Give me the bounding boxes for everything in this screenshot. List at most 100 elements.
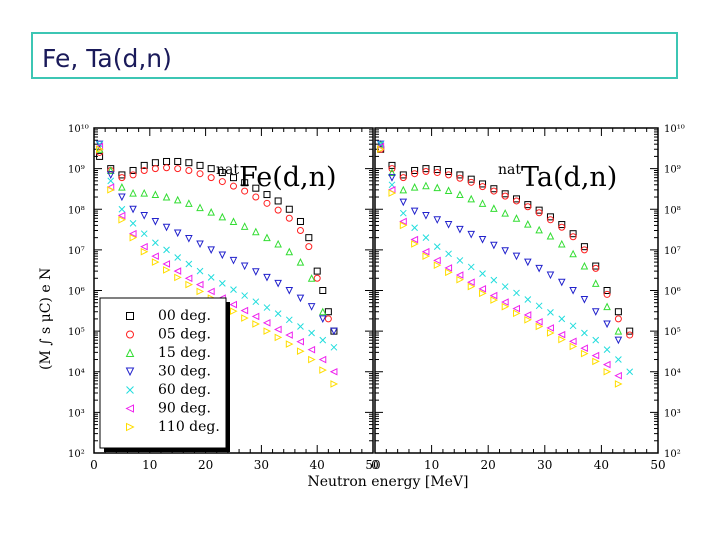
data-point <box>501 190 509 198</box>
data-point <box>241 179 249 187</box>
data-point <box>118 171 126 179</box>
data-point <box>218 279 226 287</box>
data-point <box>195 280 204 289</box>
data-point <box>140 161 148 169</box>
legend-marker <box>125 404 134 413</box>
panel-title: natTa(d,n) <box>498 162 617 193</box>
data-point <box>240 306 249 315</box>
x-tick-label: 20 <box>198 458 213 472</box>
data-point <box>456 257 464 264</box>
data-point <box>263 191 271 199</box>
data-point <box>433 183 442 192</box>
data-point <box>603 346 611 354</box>
data-point <box>174 254 182 261</box>
data-point <box>467 278 475 287</box>
data-point <box>524 315 532 324</box>
data-point <box>614 308 622 316</box>
data-point <box>118 215 127 224</box>
data-point <box>106 171 115 180</box>
data-point <box>411 170 419 178</box>
y-tick-label: 10⁷ <box>68 246 85 257</box>
y-tick-label: 10⁴ <box>664 368 681 379</box>
data-point <box>433 169 441 177</box>
data-point <box>308 329 315 337</box>
data-point <box>118 193 126 202</box>
legend-label: 110 deg. <box>158 419 220 435</box>
x-tick-label: 40 <box>594 458 609 472</box>
panel-title-superscript: nat <box>498 162 521 178</box>
data-point <box>546 213 554 221</box>
legend-marker <box>125 348 135 357</box>
data-point <box>285 205 293 213</box>
data-point <box>456 275 465 284</box>
data-point <box>467 175 475 183</box>
data-point <box>399 171 407 179</box>
data-point <box>410 183 419 191</box>
data-point <box>388 165 396 173</box>
data-point <box>535 302 543 310</box>
data-point <box>626 368 634 376</box>
data-point <box>603 290 611 298</box>
data-point <box>196 267 204 275</box>
data-point <box>591 279 600 287</box>
data-point <box>467 282 476 291</box>
data-point <box>535 225 543 234</box>
data-point <box>297 323 304 330</box>
data-point <box>591 351 600 360</box>
data-point <box>422 252 431 260</box>
data-point <box>263 327 272 335</box>
data-point <box>196 240 204 249</box>
data-point <box>274 310 282 317</box>
data-point <box>185 166 193 174</box>
data-point <box>456 190 464 199</box>
data-point <box>377 145 385 154</box>
data-point <box>411 240 419 248</box>
data-point <box>313 274 321 282</box>
legend-label: 30 deg. <box>158 364 211 380</box>
data-point <box>252 227 260 236</box>
y-tick-label: 10⁴ <box>68 368 85 379</box>
axis-ticks <box>93 128 659 454</box>
data-point <box>614 371 622 380</box>
data-point <box>296 347 305 356</box>
slide-title-box: Fe, Ta(d,n) <box>31 32 678 79</box>
data-point <box>501 209 509 217</box>
data-point <box>230 307 238 315</box>
data-point <box>240 222 249 230</box>
data-point <box>479 289 487 298</box>
data-point <box>445 167 453 175</box>
data-point <box>163 266 171 274</box>
series-90deg-panel2 <box>376 142 622 380</box>
y-tick-label: 10³ <box>68 408 85 419</box>
data-point <box>162 223 171 232</box>
data-point <box>107 186 115 194</box>
data-point <box>207 165 215 173</box>
data-point <box>151 252 159 260</box>
data-point <box>263 199 271 207</box>
data-point <box>535 206 543 214</box>
data-point <box>305 234 313 242</box>
data-point <box>388 174 396 182</box>
data-point <box>388 189 397 197</box>
data-point <box>501 247 509 255</box>
data-point <box>241 187 249 195</box>
series-05deg-panel1 <box>96 148 332 323</box>
y-tick-label: 10⁷ <box>664 246 681 257</box>
data-point <box>422 181 430 190</box>
data-point <box>513 195 520 203</box>
data-point <box>603 320 611 329</box>
data-point <box>581 329 588 337</box>
data-point <box>330 380 339 388</box>
data-point <box>151 258 160 266</box>
data-point <box>399 174 407 182</box>
data-point <box>524 258 532 267</box>
data-point <box>490 296 498 304</box>
data-point <box>614 327 623 335</box>
legend-label: 00 deg. <box>158 308 211 324</box>
axis-labels: 0 10 20 30 40 5010²10³10⁴10⁵10⁶10⁷10⁸10⁹10¹⁰0… <box>38 124 685 490</box>
x-tick-label: 0 <box>371 458 379 472</box>
data-point <box>324 308 332 316</box>
data-point <box>296 217 304 225</box>
data-point <box>546 231 555 240</box>
data-point <box>467 194 476 203</box>
